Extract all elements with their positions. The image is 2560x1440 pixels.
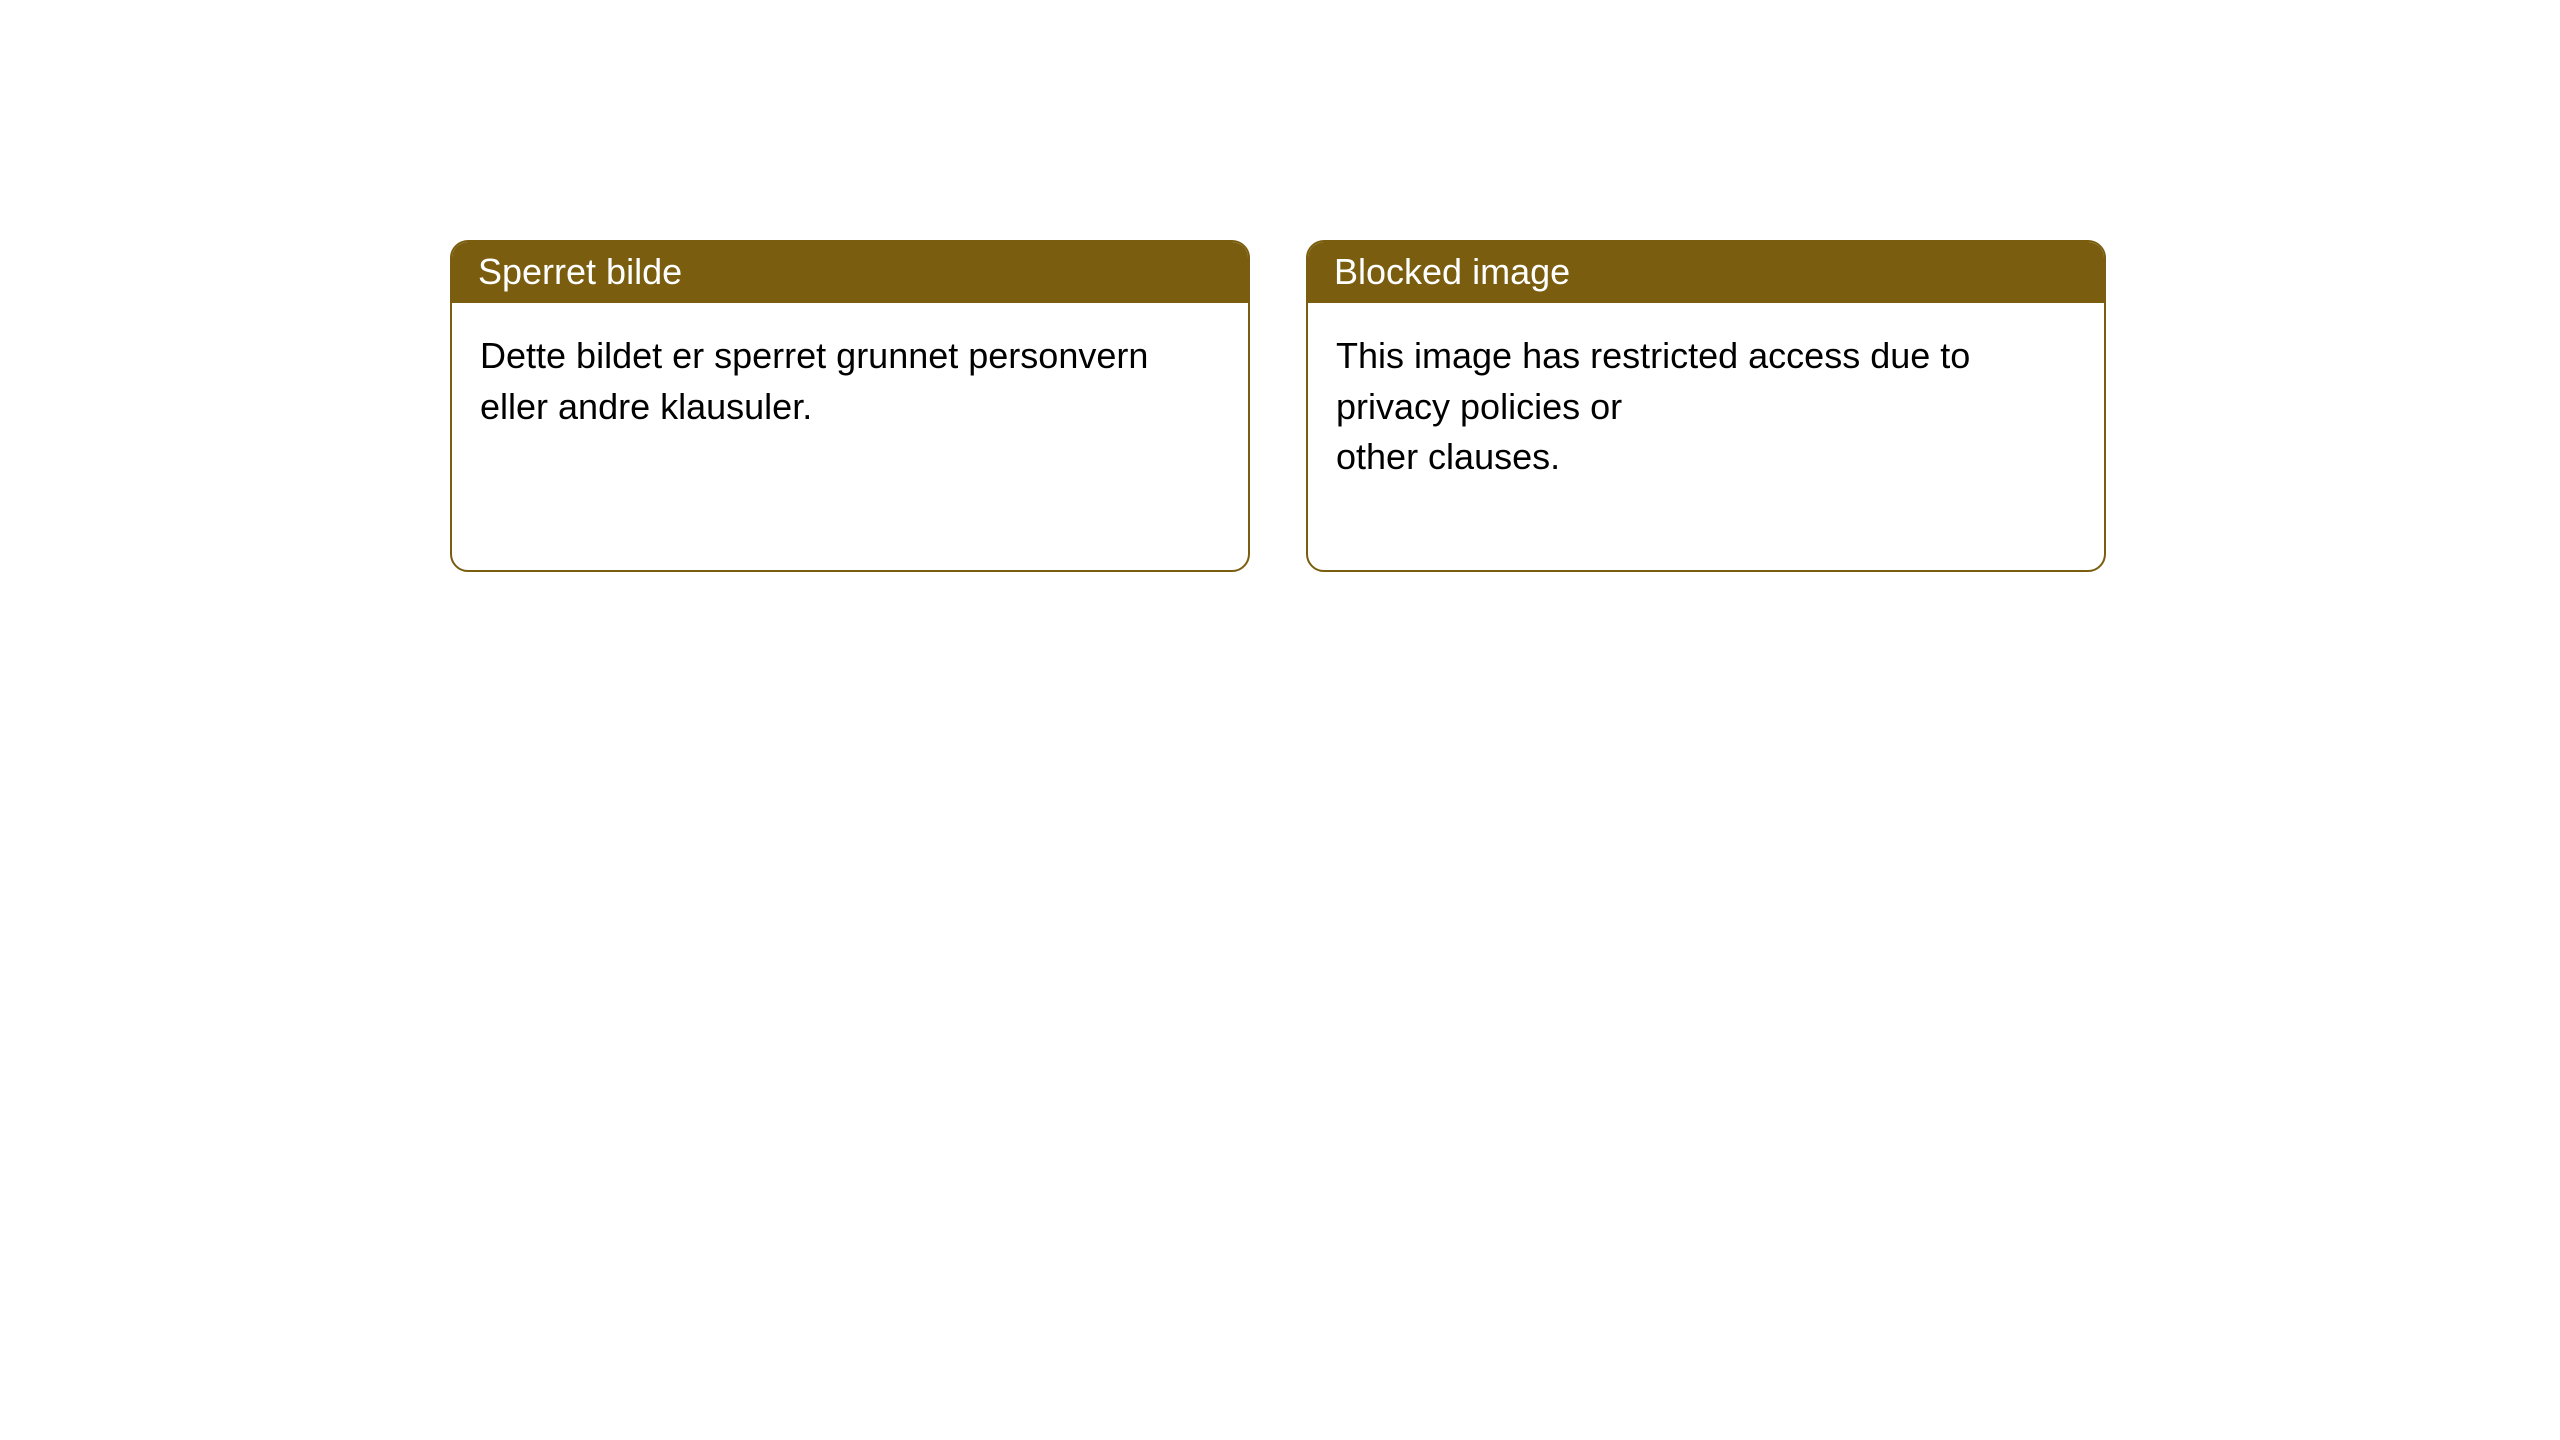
notice-card-norwegian: Sperret bilde Dette bildet er sperret gr… [450, 240, 1250, 572]
card-header: Blocked image [1308, 242, 2104, 303]
card-body: This image has restricted access due to … [1308, 303, 2104, 502]
notice-card-english: Blocked image This image has restricted … [1306, 240, 2106, 572]
card-header: Sperret bilde [452, 242, 1248, 303]
notice-container: Sperret bilde Dette bildet er sperret gr… [0, 0, 2560, 572]
card-body: Dette bildet er sperret grunnet personve… [452, 303, 1248, 452]
